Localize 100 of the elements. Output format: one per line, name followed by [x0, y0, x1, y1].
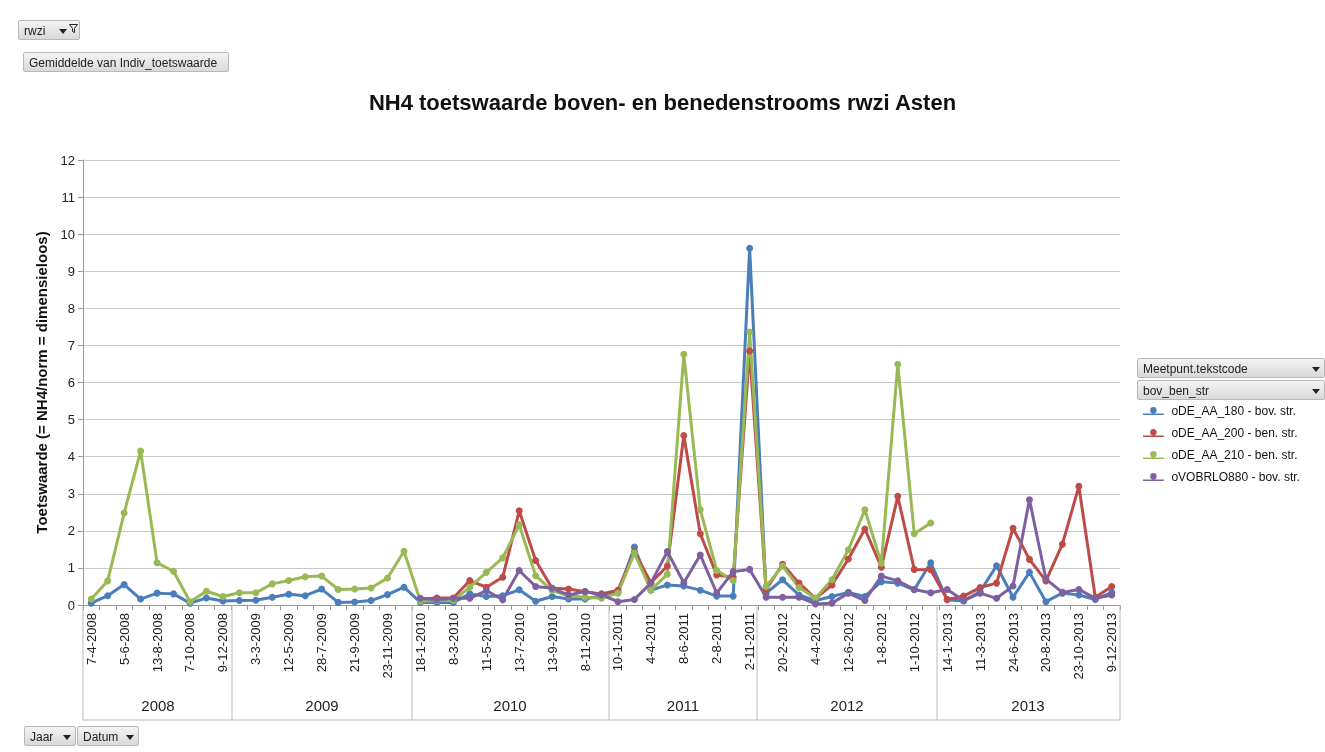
point [499, 573, 507, 581]
point [861, 506, 869, 514]
x-tick-label: 2-8-2011 [709, 613, 725, 665]
point [235, 589, 243, 597]
point [515, 567, 523, 575]
x-tick-label: 9-12-2013 [1104, 613, 1120, 673]
x-tick-label: 5-6-2008 [116, 613, 132, 666]
y-tick-label: 9 [67, 263, 75, 279]
x-tick-label: 1-8-2012 [873, 613, 889, 666]
point [663, 570, 671, 578]
point [680, 350, 688, 358]
x-tick-label: 7-4-2008 [83, 613, 99, 666]
point [927, 589, 935, 597]
point [630, 595, 638, 603]
point [746, 347, 754, 355]
x-tick-label: 18-1-2010 [412, 613, 428, 673]
point [170, 567, 178, 575]
point [1075, 482, 1083, 490]
point [729, 568, 737, 576]
point [466, 594, 474, 602]
point [351, 585, 359, 593]
point [532, 572, 540, 580]
x-tick-label: 21-9-2009 [347, 613, 363, 673]
text: rwzi [18, 20, 80, 40]
point [861, 597, 869, 605]
point [301, 573, 309, 581]
point [828, 576, 836, 584]
x-tick-label: 1-10-2012 [906, 613, 922, 673]
x-tick-label: 20-2-2012 [775, 613, 791, 673]
point [532, 557, 540, 564]
point [943, 585, 951, 593]
point [993, 579, 1001, 587]
point [1009, 524, 1017, 532]
legend-label: oDE_AA_210 - ben. str. [1171, 448, 1298, 462]
x-tick-label: 4-4-2011 [643, 613, 659, 665]
point [1058, 540, 1066, 548]
point [1075, 585, 1083, 593]
point [219, 592, 227, 600]
text: 2009 [305, 697, 339, 714]
point [663, 562, 671, 570]
point [384, 574, 392, 582]
legend-label: oDE_AA_180 - bov. str. [1171, 404, 1296, 418]
point [828, 599, 836, 607]
text: 2008 [141, 697, 175, 714]
x-tick-label: 8-6-2011 [676, 613, 692, 665]
point [202, 587, 210, 595]
point [104, 577, 112, 585]
point [877, 572, 885, 580]
point [844, 555, 852, 563]
y-tick-label: 7 [67, 337, 75, 353]
point [696, 506, 704, 514]
point [894, 492, 902, 500]
point [696, 530, 704, 538]
point [614, 598, 622, 606]
legend-title: Meetpunt.tekstcode [1137, 358, 1325, 378]
x-tick-label: 23-10-2013 [1071, 613, 1087, 680]
y-tick-label: 8 [67, 300, 75, 316]
text: 2013 [1011, 697, 1045, 714]
point [910, 530, 918, 538]
point [499, 596, 507, 604]
point [515, 507, 523, 515]
point [482, 587, 490, 595]
chart-title: NH4 toetswaarde boven- en benedenstrooms rwzi Asten [368, 89, 957, 115]
legend-label: oVOBRLO880 - bov. str. [1171, 470, 1300, 484]
point [482, 568, 490, 576]
y-axis-title: Toetswaarde (= NH4/norm = dimensieloos) [33, 231, 50, 534]
point [268, 580, 276, 588]
x-tick-label: 13-9-2010 [544, 613, 560, 673]
point [795, 584, 803, 592]
x-tick-label: 24-6-2013 [1005, 613, 1021, 673]
y-tick-label: 0 [67, 597, 75, 613]
point [87, 595, 95, 603]
x-tick-label: 14-1-2013 [939, 613, 955, 673]
legend-label: oDE_AA_200 - ben. str. [1171, 426, 1298, 440]
x-tick-label: 20-8-2013 [1038, 613, 1054, 673]
point [729, 577, 737, 585]
point [1025, 555, 1033, 563]
text: Jaar [24, 726, 76, 746]
x-tick-label: 11-3-2013 [972, 613, 988, 672]
point [861, 525, 869, 533]
y-tick-label: 12 [60, 152, 75, 168]
y-tick-label: 2 [67, 523, 75, 539]
point [515, 521, 523, 529]
text: bov_ben_str [1137, 380, 1325, 400]
x-tick-label: 23-11-2009 [380, 613, 396, 679]
x-tick-label: 13-7-2010 [511, 613, 527, 673]
y-tick-label: 3 [67, 486, 75, 502]
point [894, 360, 902, 368]
text: Gemiddelde van Indiv_toetswaarde [23, 52, 229, 72]
point [910, 565, 918, 573]
x-tick-label: 10-1-2011 [610, 613, 626, 672]
point [844, 546, 852, 554]
y-tick-label: 1 [67, 560, 75, 576]
point [252, 589, 260, 597]
point [877, 559, 885, 567]
text: 2010 [493, 697, 527, 714]
point [746, 328, 754, 336]
x-tick-label: 8-11-2010 [577, 613, 593, 672]
x-tick-label: 9-12-2008 [215, 613, 231, 673]
x-tick-label: 3-3-2009 [248, 613, 264, 666]
